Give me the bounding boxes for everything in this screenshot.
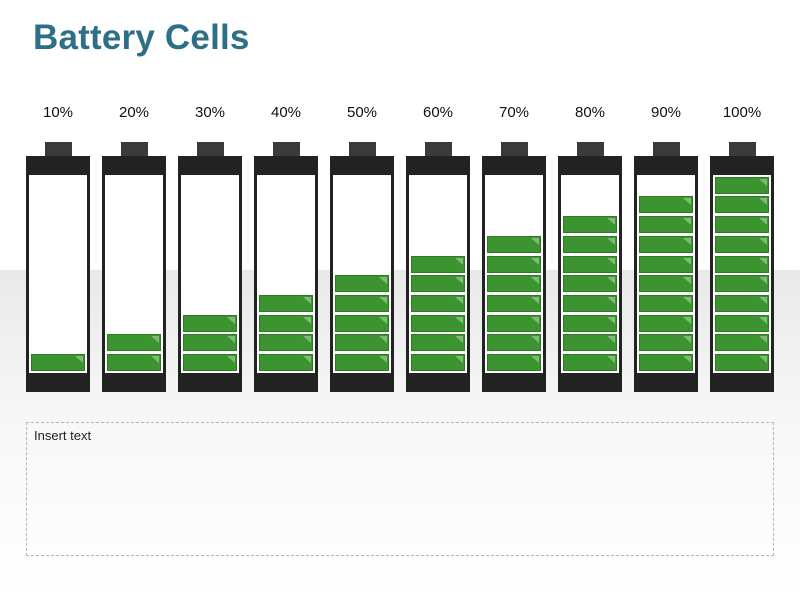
charge-segment: [259, 354, 313, 371]
battery-label: 70%: [498, 104, 530, 121]
battery-cell: [26, 156, 90, 392]
charge-segment: [639, 216, 693, 234]
battery-chamber: [409, 175, 467, 373]
charge-segment: [715, 255, 769, 273]
charge-segment: [411, 354, 465, 371]
charge-segment: [563, 235, 617, 253]
charge-segment: [487, 334, 541, 352]
charge-segment: [639, 334, 693, 352]
battery-terminal: [349, 142, 376, 157]
charge-segment: [715, 314, 769, 332]
charge-segment: [107, 354, 161, 371]
battery-label: 40%: [270, 104, 302, 121]
charge-segment: [715, 196, 769, 214]
charge-segment: [639, 235, 693, 253]
charge-segment: [563, 294, 617, 312]
battery-terminal: [425, 142, 452, 157]
charge-segment: [715, 176, 769, 194]
battery-label: 30%: [194, 104, 226, 121]
charge-segment: [487, 275, 541, 293]
charge-segment: [639, 196, 693, 214]
charge-segment: [335, 314, 389, 332]
charge-segment: [411, 275, 465, 293]
battery-cell: [330, 156, 394, 392]
charge-segment: [563, 334, 617, 352]
charge-segment: [183, 334, 237, 352]
charge-segment: [259, 314, 313, 332]
charge-segment: [335, 275, 389, 293]
charge-segment: [715, 354, 769, 371]
battery-chamber: [105, 175, 163, 373]
battery-label: 10%: [42, 104, 74, 121]
page-title: Battery Cells: [33, 18, 250, 57]
battery-terminal: [273, 142, 300, 157]
battery-label: 50%: [346, 104, 378, 121]
battery-cell: [102, 156, 166, 392]
battery-terminal: [501, 142, 528, 157]
battery-chamber: [29, 175, 87, 373]
charge-segment: [563, 354, 617, 371]
charge-segment: [259, 334, 313, 352]
charge-segment: [487, 314, 541, 332]
charge-segment: [715, 275, 769, 293]
text-placeholder-label: Insert text: [34, 428, 92, 443]
battery-label: 80%: [574, 104, 606, 121]
charge-segment: [715, 216, 769, 234]
charge-segment: [183, 354, 237, 371]
charge-segment: [411, 314, 465, 332]
battery-chamber: [713, 175, 771, 373]
battery-chamber: [637, 175, 695, 373]
charge-segment: [715, 334, 769, 352]
charge-segment: [335, 354, 389, 371]
battery-cell: [710, 156, 774, 392]
charge-segment: [639, 275, 693, 293]
battery-cell: [634, 156, 698, 392]
battery-cells-diagram: 10% 20% 30% 40% 50% 60% 70% 80% 90% 100%: [26, 104, 774, 392]
charge-segment: [715, 235, 769, 253]
charge-segment: [487, 235, 541, 253]
charge-segment: [563, 255, 617, 273]
charge-segment: [639, 314, 693, 332]
charge-segment: [183, 314, 237, 332]
battery-chamber: [485, 175, 543, 373]
charge-segment: [487, 354, 541, 371]
charge-segment: [563, 314, 617, 332]
charge-segment: [335, 334, 389, 352]
battery-cell: [178, 156, 242, 392]
charge-segment: [715, 294, 769, 312]
charge-segment: [335, 294, 389, 312]
charge-segment: [639, 294, 693, 312]
battery-label: 20%: [118, 104, 150, 121]
charge-segment: [487, 255, 541, 273]
battery-cell: [406, 156, 470, 392]
battery-chamber: [333, 175, 391, 373]
text-placeholder-box[interactable]: Insert text: [26, 422, 774, 556]
battery-terminal: [121, 142, 148, 157]
battery-terminal: [653, 142, 680, 157]
charge-segment: [259, 294, 313, 312]
battery-chamber: [181, 175, 239, 373]
battery-cell: [254, 156, 318, 392]
charge-segment: [411, 294, 465, 312]
charge-segment: [639, 255, 693, 273]
charge-segment: [411, 255, 465, 273]
battery-chamber: [257, 175, 315, 373]
charge-segment: [107, 334, 161, 352]
charge-segment: [563, 275, 617, 293]
battery-terminal: [197, 142, 224, 157]
battery-label: 90%: [650, 104, 682, 121]
charge-segment: [411, 334, 465, 352]
charge-segment: [639, 354, 693, 371]
battery-chamber: [561, 175, 619, 373]
charge-segment: [563, 216, 617, 234]
battery-label: 100%: [722, 104, 762, 121]
battery-cell: [482, 156, 546, 392]
charge-segment: [31, 354, 85, 371]
battery-label: 60%: [422, 104, 454, 121]
battery-cell: [558, 156, 622, 392]
charge-segment: [487, 294, 541, 312]
battery-terminal: [577, 142, 604, 157]
battery-terminal: [45, 142, 72, 157]
battery-terminal: [729, 142, 756, 157]
